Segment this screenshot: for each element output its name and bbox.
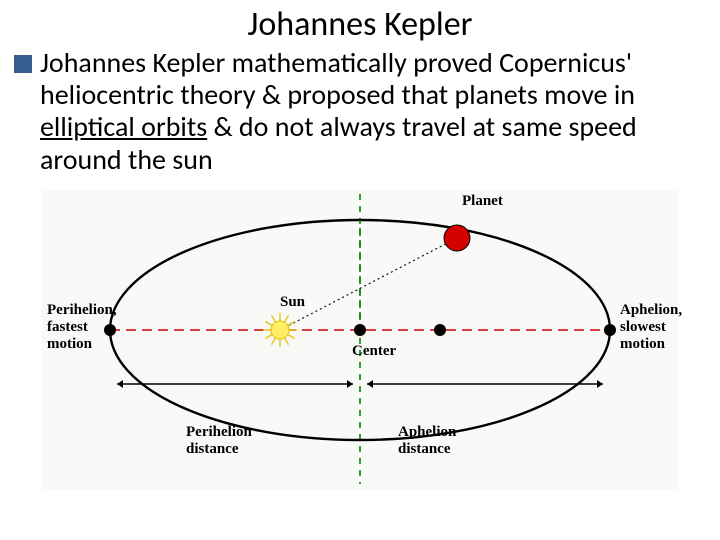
bullet-square-icon <box>14 55 32 73</box>
slide: Johannes Kepler Johannes Kepler mathemat… <box>0 0 720 540</box>
label-center: Center <box>352 343 396 360</box>
label-aphelion-distance: Aphelion distance <box>398 424 456 459</box>
body-paragraph: Johannes Kepler mathematically proved Co… <box>14 47 706 176</box>
orbit-svg <box>42 190 678 490</box>
orbit-diagram: Planet Sun Center Perihelion, fastest mo… <box>42 190 678 490</box>
label-perihelion-distance: Perihelion distance <box>186 424 252 459</box>
body-text-underlined: elliptical orbits <box>40 109 207 144</box>
slide-title: Johannes Kepler <box>14 4 706 45</box>
label-sun: Sun <box>280 294 305 311</box>
label-perihelion: Perihelion, fastest motion <box>47 302 117 354</box>
label-aphelion: Aphelion, slowest motion <box>620 302 682 354</box>
label-planet: Planet <box>462 193 503 210</box>
body-text-before: Johannes Kepler mathematically proved Co… <box>40 45 635 112</box>
